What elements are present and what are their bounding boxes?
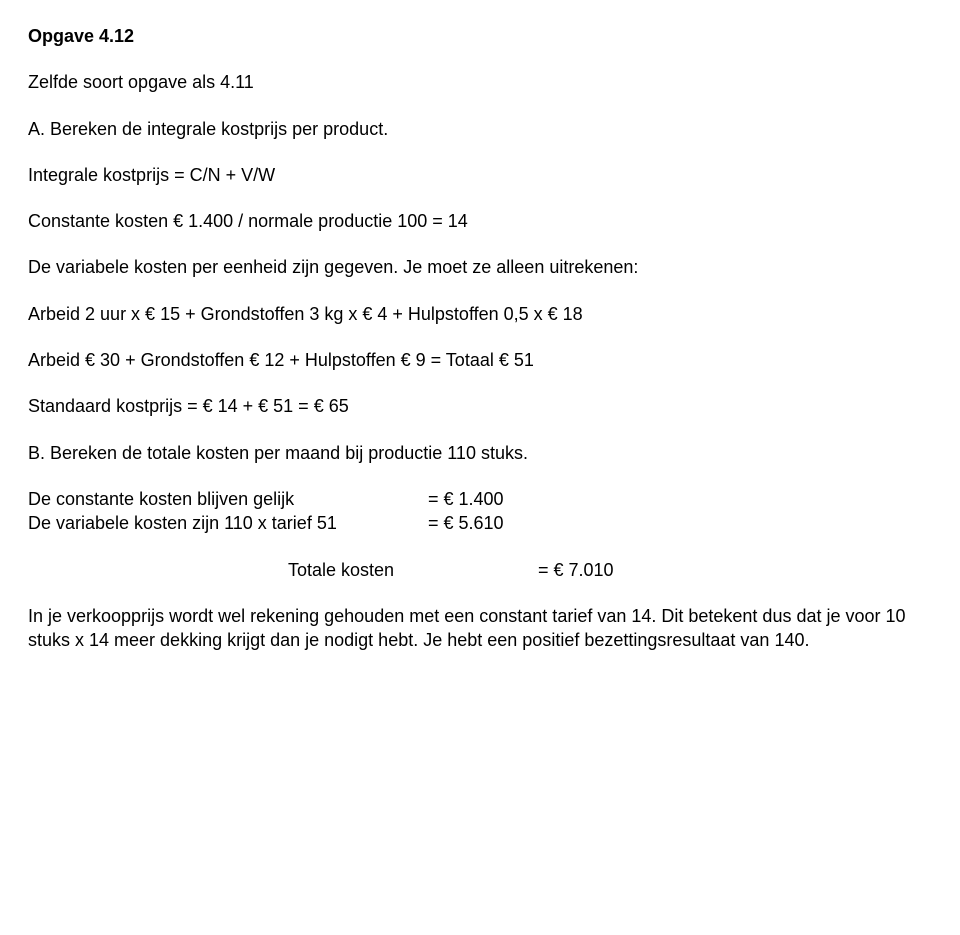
- cost-row-value: = € 5.610: [428, 511, 508, 535]
- cost-row: De constante kosten blijven gelijk = € 1…: [28, 487, 932, 511]
- constante-line: Constante kosten € 1.400 / normale produ…: [28, 209, 932, 233]
- part-b-title: B. Bereken de totale kosten per maand bi…: [28, 441, 932, 465]
- cost-row: De variabele kosten zijn 110 x tarief 51…: [28, 511, 932, 535]
- total-label: Totale kosten: [28, 558, 538, 582]
- cost-rows: De constante kosten blijven gelijk = € 1…: [28, 487, 932, 536]
- cost-row-label: De constante kosten blijven gelijk: [28, 487, 428, 511]
- footer-paragraph: In je verkoopprijs wordt wel rekening ge…: [28, 604, 932, 653]
- heading: Opgave 4.12: [28, 24, 932, 48]
- standaard-line: Standaard kostprijs = € 14 + € 51 = € 65: [28, 394, 932, 418]
- formula-line: Integrale kostprijs = C/N + V/W: [28, 163, 932, 187]
- cost-row-label: De variabele kosten zijn 110 x tarief 51: [28, 511, 428, 535]
- variable-intro: De variabele kosten per eenheid zijn geg…: [28, 255, 932, 279]
- subheading: Zelfde soort opgave als 4.11: [28, 70, 932, 94]
- arbeid-sum: Arbeid € 30 + Grondstoffen € 12 + Hulpst…: [28, 348, 932, 372]
- cost-row-value: = € 1.400: [428, 487, 508, 511]
- arbeid-line: Arbeid 2 uur x € 15 + Grondstoffen 3 kg …: [28, 302, 932, 326]
- total-row: Totale kosten = € 7.010: [28, 558, 932, 582]
- total-value: = € 7.010: [538, 558, 628, 582]
- part-a-title: A. Bereken de integrale kostprijs per pr…: [28, 117, 932, 141]
